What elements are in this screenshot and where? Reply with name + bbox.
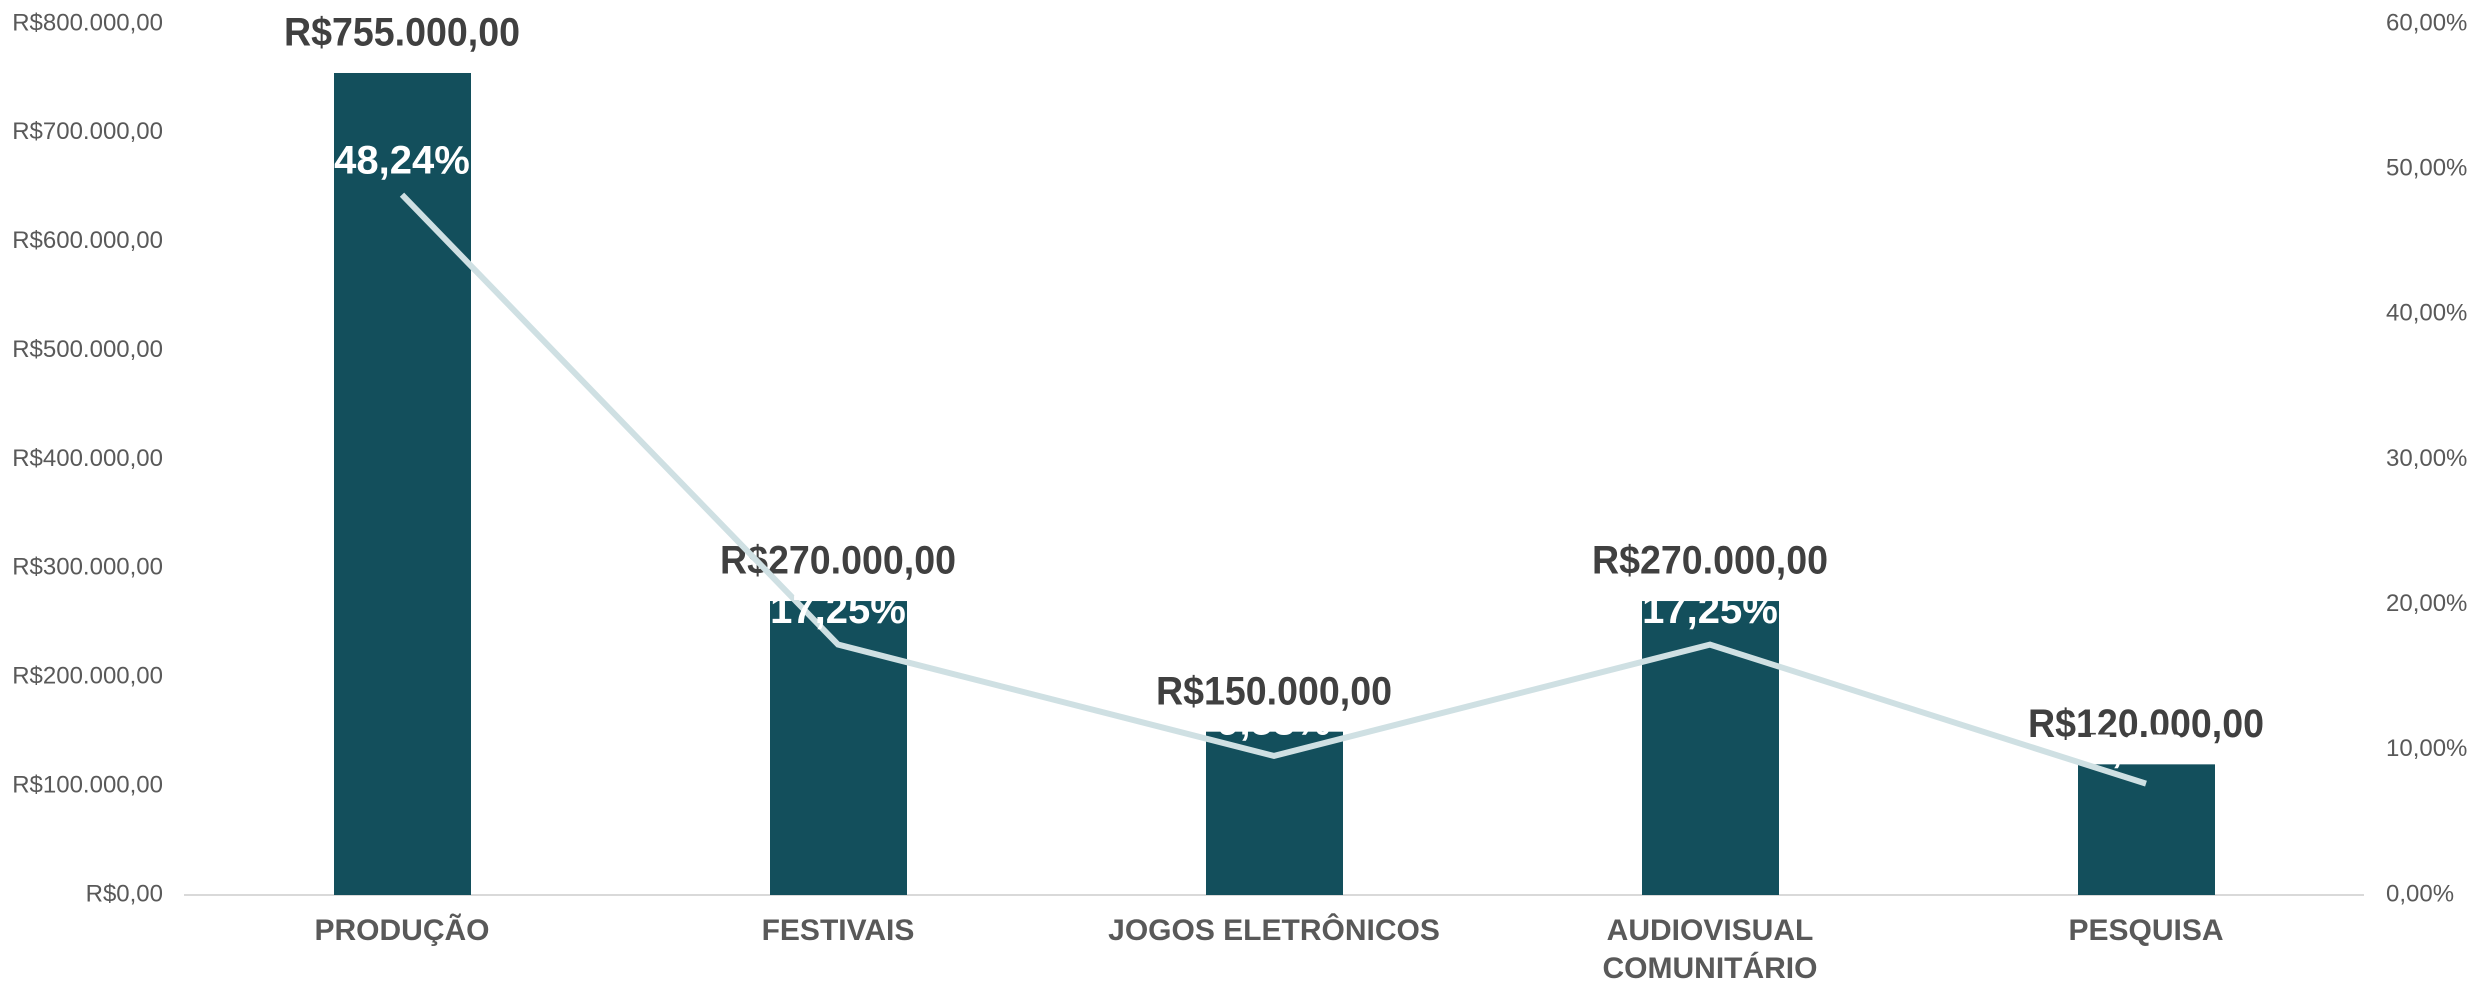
y-tick-label: R$300.000,00 [12,554,163,581]
y2-tick-label: 20,00% [2386,590,2467,617]
y-tick-label: R$800.000,00 [12,9,163,36]
x-tick-label: AUDIOVISUAL COMUNITÁRIO [1602,914,1818,983]
x-tick-label: FESTIVAIS [761,914,915,947]
bar [1206,731,1343,895]
y-tick-label: R$500.000,00 [12,336,163,363]
line-value-label: 17,25% [1642,588,1778,632]
line-value-label: 7,67% [2089,727,2202,771]
y2-tick-label: 60,00% [2386,9,2467,36]
y2-tick-label: 40,00% [2386,300,2467,327]
x-tick-label: PESQUISA [2068,914,2224,947]
bar-value-label: R$120.000,00 [2028,702,2264,746]
y2-tick-label: 50,00% [2386,155,2467,182]
y-tick-label: R$0,00 [86,880,163,907]
bar [770,601,907,895]
bar [2078,764,2215,895]
y2-tick-label: 10,00% [2386,735,2467,762]
line-value-label: 9,58% [1217,699,1330,743]
line-value-label: 48,24% [334,138,470,182]
x-tick-label: JOGOS ELETRÔNICOS [1108,914,1440,947]
bar [1642,601,1779,895]
line [399,192,2147,787]
y-tick-label: R$200.000,00 [12,663,163,690]
bar-value-label: R$755.000,00 [284,11,520,55]
line-value-label: 17,25% [770,588,906,632]
bar [334,72,471,895]
y-tick-label: R$600.000,00 [12,227,163,254]
bar-value-label: R$270.000,00 [1592,539,1828,583]
bar-value-label: R$150.000,00 [1156,669,1392,713]
y2-tick-label: 30,00% [2386,445,2467,472]
y-tick-label: R$100.000,00 [12,771,163,798]
y-tick-label: R$700.000,00 [12,118,163,145]
x-tick-label: PRODUÇÃO [314,914,490,947]
y-tick-label: R$400.000,00 [12,445,163,472]
y2-tick-label: 0,00% [2386,880,2454,907]
